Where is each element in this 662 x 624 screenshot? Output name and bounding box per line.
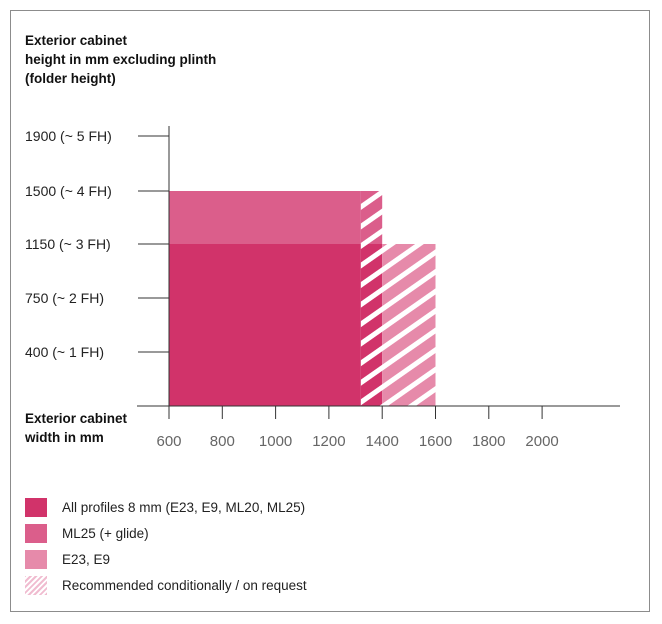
y-tick-label: 1900 (~ 5 FH): [25, 128, 112, 144]
y-tick-label: 750 (~ 2 FH): [25, 290, 104, 306]
legend-swatch-ml25: [25, 523, 47, 543]
x-tick-label: 1800: [472, 433, 505, 450]
chart-region: [169, 191, 361, 244]
y-axis-title-line-2: height in mm excluding plinth: [25, 52, 217, 67]
legend-item-e23-e9: E23, E9: [25, 547, 307, 571]
legend-swatch-hatched: [25, 575, 47, 595]
x-tick-label: 600: [156, 433, 181, 450]
legend-swatch-all-profiles: [25, 497, 47, 517]
chart-region-hatched: [360, 244, 383, 406]
chart-region-hatched: [360, 191, 383, 244]
y-tick-label: 1150 (~ 3 FH): [25, 236, 111, 252]
legend-item-all-profiles: All profiles 8 mm (E23, E9, ML20, ML25): [25, 495, 307, 519]
x-axis-title: width in mm: [24, 430, 104, 445]
x-tick-label: 1400: [366, 433, 399, 450]
legend-label: Recommended conditionally / on request: [62, 577, 307, 593]
x-tick-label: 800: [210, 433, 235, 450]
y-axis-title-line-1: Exterior cabinet: [25, 33, 128, 48]
legend: All profiles 8 mm (E23, E9, ML20, ML25) …: [25, 495, 307, 599]
x-tick-label: 1000: [259, 433, 292, 450]
y-axis-title-line-3: (folder height): [25, 71, 116, 86]
legend-item-conditional: Recommended conditionally / on request: [25, 573, 307, 597]
legend-swatch-e23-e9: [25, 549, 47, 569]
chart-region-hatched: [382, 244, 436, 406]
y-axis-title: Exterior cabinet height in mm excluding …: [25, 31, 216, 88]
x-tick-label: 1600: [419, 433, 452, 450]
legend-label: All profiles 8 mm (E23, E9, ML20, ML25): [62, 499, 306, 515]
x-tick-label: 2000: [525, 433, 558, 450]
x-tick-label: 1200: [312, 433, 345, 450]
y-tick-label: 400 (~ 1 FH): [25, 344, 104, 360]
legend-item-ml25: ML25 (+ glide): [25, 521, 307, 545]
x-axis-title: Exterior cabinet: [25, 411, 128, 426]
y-tick-label: 1500 (~ 4 FH): [25, 183, 112, 199]
legend-label: E23, E9: [62, 551, 111, 567]
chart-region: [169, 244, 361, 406]
legend-label: ML25 (+ glide): [62, 525, 149, 541]
